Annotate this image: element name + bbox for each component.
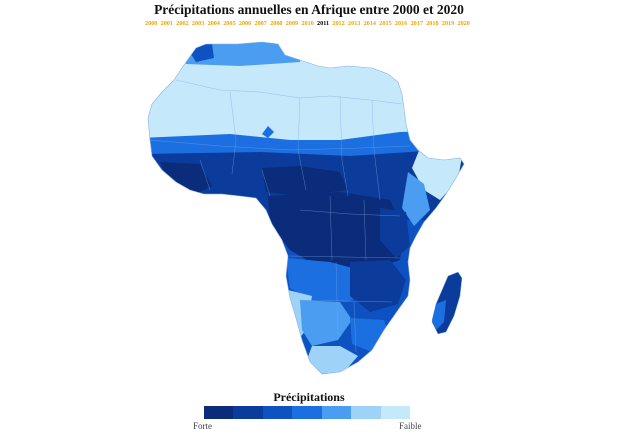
legend-swatch [351, 406, 382, 419]
year-link-2003[interactable]: 2003 [191, 20, 205, 27]
year-link-2013[interactable]: 2013 [348, 20, 361, 27]
legend-swatch [262, 406, 293, 419]
year-link-2012[interactable]: 2012 [332, 20, 345, 27]
legend-low-label: Forte [193, 421, 212, 431]
legend-swatch [380, 406, 411, 419]
legend-high-label: Faible [399, 421, 422, 431]
year-link-2004[interactable]: 2004 [207, 20, 220, 27]
legend-color-bar [204, 406, 411, 419]
year-link-2000[interactable]: 2000 [145, 20, 158, 27]
legend-title: Précipitations [273, 390, 345, 404]
legend-swatch [321, 406, 352, 419]
legend-swatch [233, 406, 264, 419]
year-link-2001[interactable]: 2001 [160, 20, 174, 27]
year-link-2020[interactable]: 2020 [457, 20, 470, 27]
year-link-2011[interactable]: 2011 [317, 20, 330, 27]
year-link-2010[interactable]: 2010 [301, 20, 314, 27]
year-link-2018[interactable]: 2018 [426, 20, 439, 27]
year-link-2019[interactable]: 2019 [441, 20, 455, 27]
year-link-2002[interactable]: 2002 [176, 20, 189, 27]
year-link-2005[interactable]: 2005 [223, 20, 236, 27]
year-link-2008[interactable]: 2008 [270, 20, 283, 27]
year-link-2006[interactable]: 2006 [238, 20, 252, 27]
year-link-2016[interactable]: 2016 [394, 20, 408, 27]
year-link-2017[interactable]: 2017 [410, 20, 423, 27]
year-link-2007[interactable]: 2007 [254, 20, 267, 27]
year-link-2009[interactable]: 2009 [285, 20, 299, 27]
year-link-2015[interactable]: 2015 [379, 20, 392, 27]
africa-precipitation-map [147, 41, 465, 375]
legend-swatch [292, 406, 323, 419]
map-title: Précipitations annuelles en Afrique entr… [154, 2, 464, 17]
legend-swatch [204, 406, 234, 419]
year-selector: 2000 2001 2002 2003 2004 2005 2006 2007 2008 2009… [145, 20, 470, 27]
year-link-2014[interactable]: 2014 [363, 20, 377, 27]
